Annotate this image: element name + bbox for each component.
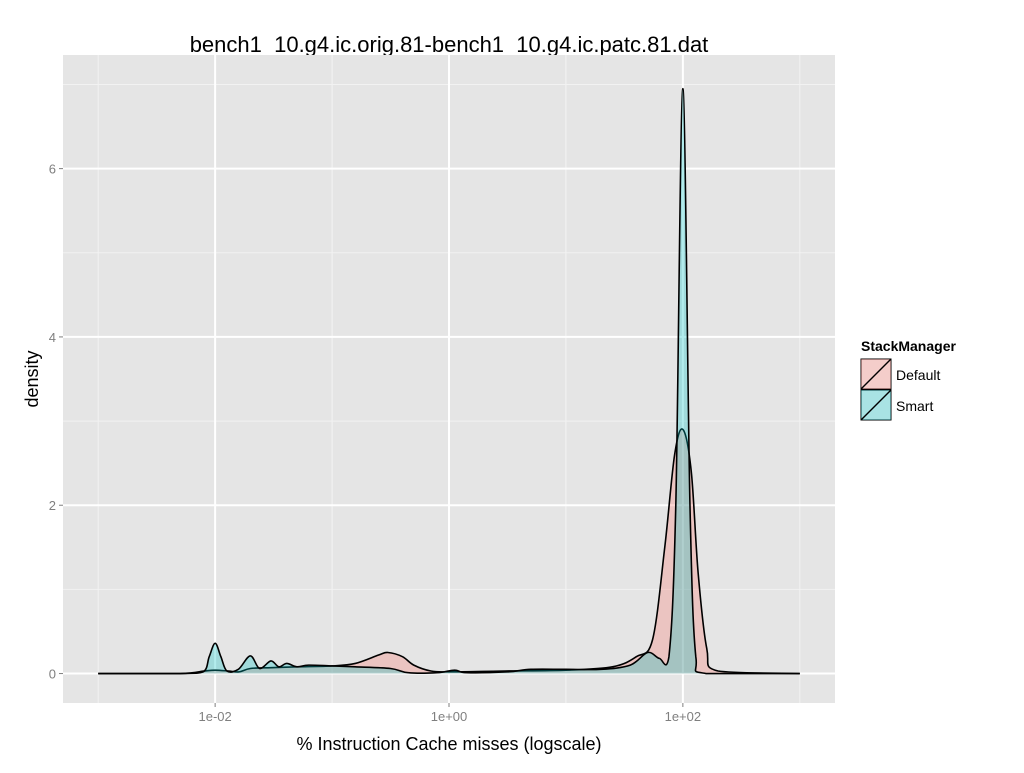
x-tick-label: 1e-02 [199,709,232,724]
legend-key-line [860,358,892,390]
x-tick-label: 1e+02 [665,709,702,724]
density-curve-default [98,428,800,675]
chart-title: bench1_10.g4.ic.orig.81-bench1_10.g4.ic.… [190,32,709,57]
legend-label: Smart [896,398,933,414]
legend-title: StackManager [861,338,956,354]
density-curve-smart [98,87,800,675]
y-tick-label: 2 [49,498,56,513]
legend-label: Default [896,367,940,383]
legend-item-smart: Smart [860,389,933,421]
legend-item-default: Default [860,358,940,390]
x-axis-label: % Instruction Cache misses (logscale) [296,734,601,754]
x-axis-ticks: 1e-02 1e+00 1e+02 [199,703,702,724]
legend-key-line [860,389,892,421]
x-tick-label: 1e+00 [431,709,468,724]
legend: StackManager Default Smart [860,338,956,421]
y-axis-label: density [22,350,42,407]
y-tick-label: 0 [49,667,56,682]
grid-lines [63,55,835,703]
y-tick-label: 6 [49,162,56,177]
density-areas [98,87,800,675]
y-axis-ticks: 0 2 4 6 [49,162,63,682]
y-tick-label: 4 [49,330,56,345]
